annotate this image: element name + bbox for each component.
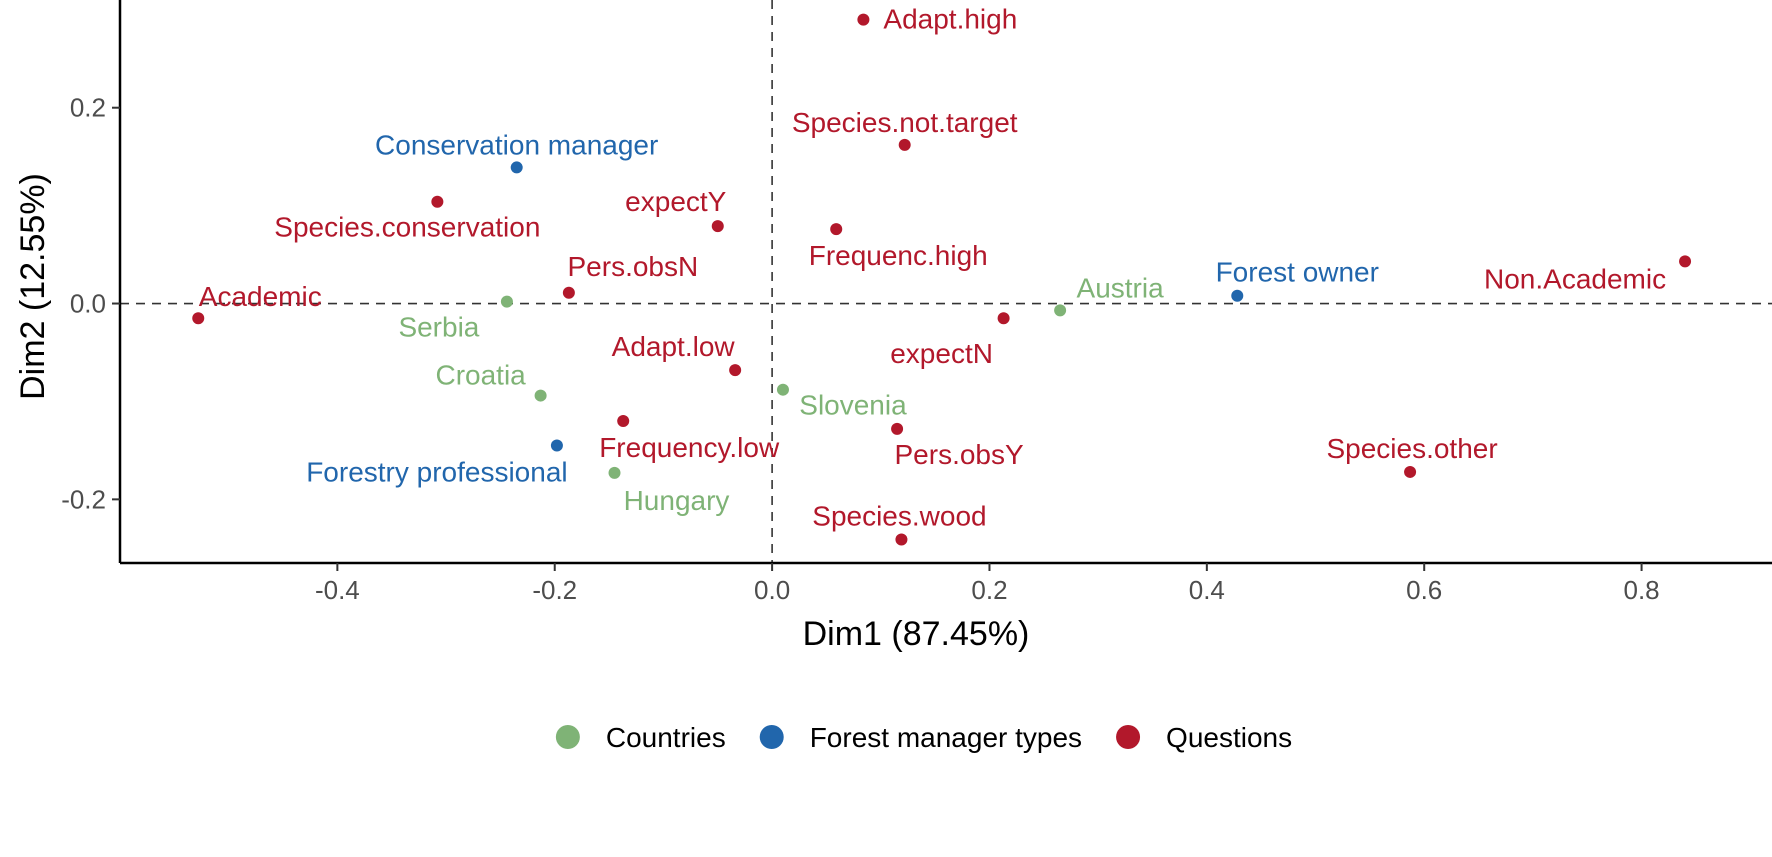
- label-species-wood: Species.wood: [812, 501, 986, 532]
- point-austria: [1054, 304, 1067, 317]
- label-expectn: expectN: [890, 338, 993, 369]
- x-tick-label: 0.0: [754, 575, 790, 605]
- point-academic: [192, 312, 205, 325]
- point-conservation-manager: [510, 161, 523, 174]
- point-serbia: [500, 295, 513, 308]
- label-slovenia: Slovenia: [799, 390, 907, 421]
- label-serbia: Serbia: [398, 312, 479, 343]
- label-non-academic: Non.Academic: [1484, 263, 1666, 294]
- label-conservation-manager: Conservation manager: [375, 129, 658, 160]
- point-croatia: [534, 389, 547, 402]
- x-tick-label: -0.4: [315, 575, 360, 605]
- point-pers-obsn: [562, 286, 575, 299]
- point-hungary: [608, 466, 621, 479]
- point-slovenia: [776, 383, 789, 396]
- legend-label-forest-manager-types: Forest manager types: [810, 722, 1082, 753]
- point-frequency-low: [617, 415, 630, 428]
- label-austria: Austria: [1077, 272, 1165, 303]
- x-tick-label: 0.4: [1189, 575, 1225, 605]
- label-forestry-professional: Forestry professional: [306, 457, 567, 488]
- point-adapt-high: [857, 13, 870, 26]
- label-adapt-low: Adapt.low: [612, 331, 736, 362]
- legend-label-countries: Countries: [606, 722, 726, 753]
- label-croatia: Croatia: [435, 360, 526, 391]
- label-adapt-high: Adapt.high: [883, 4, 1017, 35]
- x-axis-title: Dim1 (87.45%): [803, 615, 1030, 653]
- point-forestry-professional: [550, 439, 563, 452]
- label-frequency-low: Frequency.low: [599, 432, 780, 463]
- point-species-wood: [895, 533, 908, 546]
- point-frequenc-high: [830, 223, 843, 236]
- label-expecty: expectY: [625, 186, 726, 217]
- label-species-conservation: Species.conservation: [274, 212, 540, 243]
- point-species-conservation: [431, 195, 444, 208]
- point-species-other: [1404, 465, 1417, 478]
- y-tick-label: 0.0: [70, 289, 106, 319]
- y-tick-label: 0.2: [70, 93, 106, 123]
- point-non-academic: [1679, 255, 1692, 268]
- point-species-not-target: [898, 138, 911, 151]
- legend-marker-forest-manager-types: [759, 725, 784, 749]
- x-tick-label: 0.6: [1406, 575, 1442, 605]
- x-tick-label: -0.2: [532, 575, 577, 605]
- legend-label-questions: Questions: [1166, 722, 1292, 753]
- point-pers-obsy: [891, 422, 904, 435]
- x-tick-label: 0.2: [971, 575, 1007, 605]
- label-species-other: Species.other: [1326, 433, 1497, 464]
- legend-marker-countries: [555, 725, 580, 749]
- label-pers-obsy: Pers.obsY: [895, 439, 1024, 470]
- label-frequenc-high: Frequenc.high: [809, 240, 988, 271]
- point-expectn: [997, 312, 1010, 325]
- y-tick-label: -0.2: [61, 484, 106, 514]
- point-adapt-low: [729, 364, 742, 377]
- label-academic: Academic: [199, 281, 322, 312]
- label-pers-obsn: Pers.obsN: [568, 251, 699, 282]
- label-species-not-target: Species.not.target: [792, 107, 1018, 138]
- x-tick-label: 0.8: [1624, 575, 1660, 605]
- y-axis-title: Dim2 (12.55%): [14, 173, 52, 400]
- point-forest-owner: [1231, 289, 1244, 302]
- label-hungary: Hungary: [624, 485, 730, 516]
- label-forest-owner: Forest owner: [1216, 257, 1379, 288]
- point-expecty: [711, 220, 724, 233]
- legend-marker-questions: [1116, 725, 1141, 749]
